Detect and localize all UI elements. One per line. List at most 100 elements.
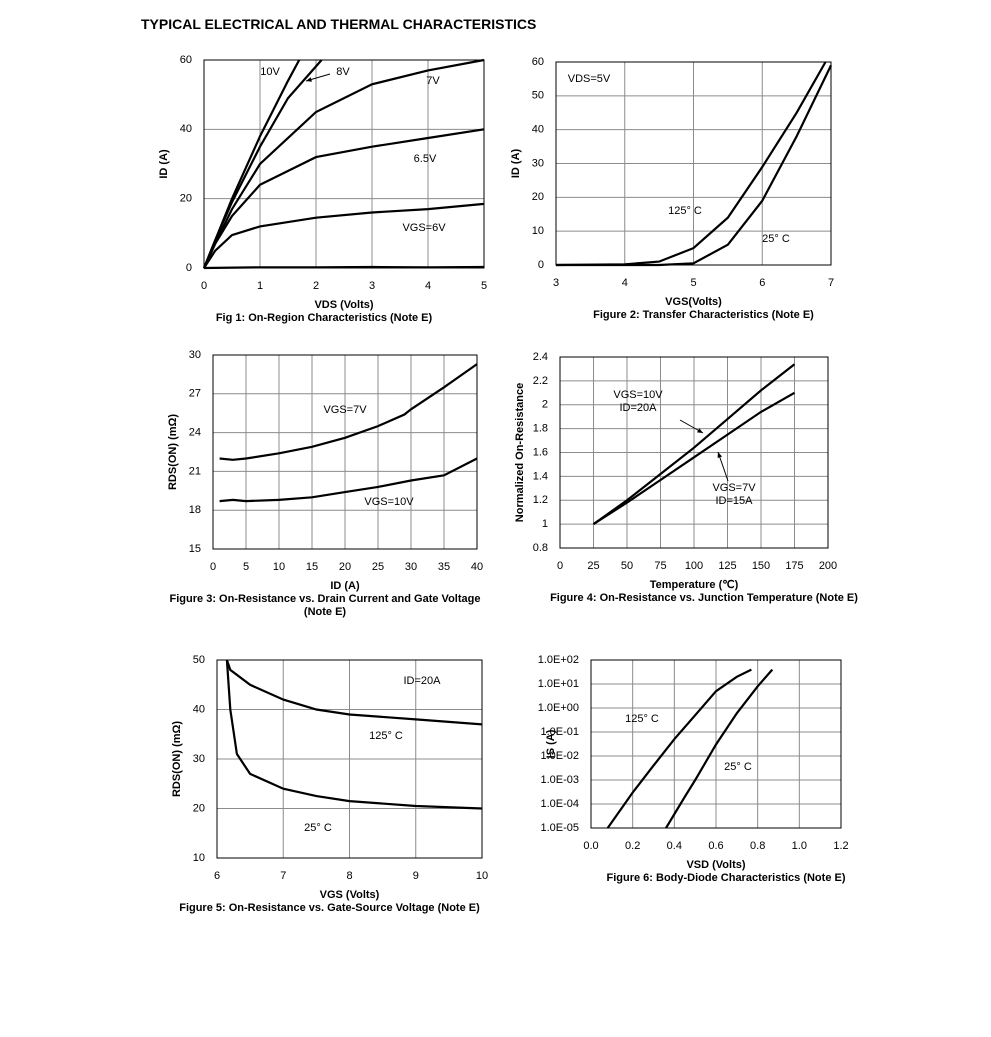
annotation: 10V [260, 66, 280, 78]
y-tick-label: 20 [193, 802, 205, 814]
annotation: 25° C [304, 822, 332, 834]
y-axis-label: Normalized On-Resistance [514, 383, 526, 522]
x-axis-label: Temperature (℃) [650, 579, 739, 591]
y-tick-label: 27 [189, 388, 201, 400]
x-tick-label: 3 [553, 277, 559, 289]
curve [202, 59, 323, 269]
x-axis-label: VGS(Volts) [665, 296, 722, 308]
arrow-head [717, 452, 723, 458]
figure-caption: Figure 5: On-Resistance vs. Gate-Source … [179, 902, 480, 914]
x-tick-label: 0.8 [750, 840, 765, 852]
y-tick-label: 0.8 [533, 542, 548, 554]
y-tick-label: 1.8 [533, 423, 548, 435]
figure-caption: Figure 2: Transfer Characteristics (Note… [593, 309, 814, 321]
x-tick-label: 50 [621, 560, 633, 572]
x-tick-label: 25 [372, 561, 384, 573]
x-tick-label: 0.0 [583, 840, 598, 852]
curve [665, 668, 774, 829]
x-tick-label: 6 [759, 277, 765, 289]
y-tick-label: 1.2 [533, 494, 548, 506]
curve [225, 659, 483, 810]
curve [606, 668, 752, 829]
y-tick-label: 24 [189, 427, 201, 439]
plot-frame [216, 659, 483, 859]
y-tick-label: 21 [189, 465, 201, 477]
y-tick-label: 1.0E+00 [538, 702, 579, 714]
y-tick-label: 2.2 [533, 375, 548, 387]
figure-caption: Figure 4: On-Resistance vs. Junction Tem… [550, 592, 858, 604]
x-tick-label: 4 [425, 280, 431, 292]
y-tick-label: 1.0E+02 [538, 654, 579, 666]
y-tick-label: 1.6 [533, 446, 548, 458]
x-tick-label: 4 [622, 277, 628, 289]
annotation: 125° C [625, 713, 659, 725]
x-tick-label: 0.2 [625, 840, 640, 852]
curve [203, 202, 485, 269]
figure-caption: Fig 1: On-Region Characteristics (Note E… [215, 312, 433, 324]
y-tick-label: 1.0E-04 [540, 798, 579, 810]
x-tick-label: 1 [257, 280, 263, 292]
y-axis-label: RDS(ON) (mΩ) [171, 721, 183, 797]
x-tick-label: 30 [405, 561, 417, 573]
annotation: 125° C [369, 730, 403, 742]
y-tick-label: 60 [180, 54, 192, 66]
x-tick-label: 5 [690, 277, 696, 289]
annotation: 125° C [668, 205, 702, 217]
y-tick-label: 0 [186, 262, 192, 274]
y-tick-label: 1.0E+01 [538, 678, 579, 690]
curve [592, 363, 796, 525]
y-tick-label: 20 [180, 193, 192, 205]
y-tick-label: 60 [532, 56, 544, 68]
y-tick-label: 40 [193, 703, 205, 715]
y-axis-label: ID (A) [510, 149, 522, 179]
y-tick-label: 18 [189, 504, 201, 516]
x-tick-label: 7 [280, 870, 286, 882]
x-tick-label: 3 [369, 280, 375, 292]
y-tick-label: 10 [532, 225, 544, 237]
y-tick-label: 30 [189, 349, 201, 361]
x-tick-label: 100 [685, 560, 703, 572]
annotation: ID=15A [716, 495, 754, 507]
x-tick-label: 25 [587, 560, 599, 572]
plot-frame [555, 61, 832, 266]
plot-frame [590, 659, 842, 829]
plot-frame [559, 356, 829, 549]
y-tick-label: 0 [538, 259, 544, 271]
curve [203, 265, 485, 270]
y-tick-label: 1.0E-01 [540, 726, 579, 738]
annotation: 25° C [724, 761, 752, 773]
x-tick-label: 40 [471, 561, 483, 573]
x-tick-label: 10 [476, 870, 488, 882]
y-tick-label: 40 [180, 123, 192, 135]
curve [219, 363, 478, 461]
x-tick-label: 1.2 [833, 840, 848, 852]
y-tick-label: 1.0E-05 [540, 822, 579, 834]
y-axis-label: RDS(ON) (mΩ) [167, 414, 179, 490]
y-tick-label: 50 [532, 90, 544, 102]
annotation: VGS=10V [364, 496, 414, 508]
x-tick-label: 0.4 [667, 840, 682, 852]
y-tick-label: 1 [542, 518, 548, 530]
annotation: ID=20A [404, 675, 442, 687]
annotation: VDS=5V [568, 73, 611, 85]
x-tick-label: 75 [654, 560, 666, 572]
x-tick-label: 20 [339, 561, 351, 573]
annotation: 8V [336, 66, 350, 78]
curve [556, 64, 832, 267]
x-tick-label: 0 [201, 280, 207, 292]
annotation: VGS=10V [613, 389, 663, 401]
x-tick-label: 5 [243, 561, 249, 573]
y-axis-label: IS (A) [545, 729, 557, 758]
x-tick-label: 150 [752, 560, 770, 572]
x-tick-label: 0 [557, 560, 563, 572]
x-tick-label: 35 [438, 561, 450, 573]
curve [219, 457, 478, 503]
y-axis-label: ID (A) [158, 149, 170, 179]
y-tick-label: 1.4 [533, 470, 548, 482]
x-tick-label: 8 [346, 870, 352, 882]
arrow-head [697, 428, 703, 433]
x-tick-label: 0.6 [708, 840, 723, 852]
x-tick-label: 9 [413, 870, 419, 882]
